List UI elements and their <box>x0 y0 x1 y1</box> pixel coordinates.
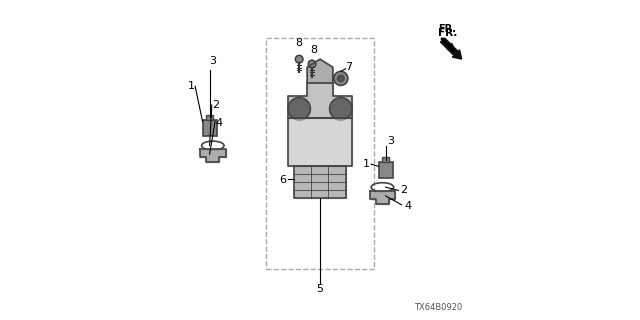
Circle shape <box>338 75 344 82</box>
Text: 6: 6 <box>280 175 287 185</box>
Bar <box>206 115 212 120</box>
Text: FR.: FR. <box>438 28 458 38</box>
Circle shape <box>330 98 352 120</box>
Circle shape <box>334 71 348 85</box>
Text: 1: 1 <box>363 159 370 169</box>
Polygon shape <box>200 149 226 162</box>
Text: 4: 4 <box>404 201 412 212</box>
Circle shape <box>308 60 316 68</box>
Polygon shape <box>370 191 396 204</box>
Text: 2: 2 <box>399 185 407 196</box>
Text: 3: 3 <box>209 56 216 66</box>
Bar <box>266 38 374 269</box>
Bar <box>383 157 388 162</box>
Text: FR.: FR. <box>438 24 456 34</box>
Text: 1: 1 <box>188 81 195 92</box>
Polygon shape <box>288 83 352 118</box>
Text: 5: 5 <box>317 284 323 294</box>
FancyArrow shape <box>440 38 461 59</box>
Polygon shape <box>288 118 352 166</box>
Circle shape <box>296 55 303 63</box>
Text: 8: 8 <box>310 44 317 55</box>
Bar <box>202 120 216 136</box>
Text: 2: 2 <box>212 100 220 110</box>
Circle shape <box>288 98 310 120</box>
Polygon shape <box>307 59 333 83</box>
Polygon shape <box>294 166 346 198</box>
Text: 7: 7 <box>345 62 353 72</box>
Bar <box>378 162 393 178</box>
Text: TX64B0920: TX64B0920 <box>414 303 462 312</box>
Text: 3: 3 <box>387 136 394 146</box>
Text: 4: 4 <box>216 118 223 128</box>
Text: 8: 8 <box>296 38 303 48</box>
